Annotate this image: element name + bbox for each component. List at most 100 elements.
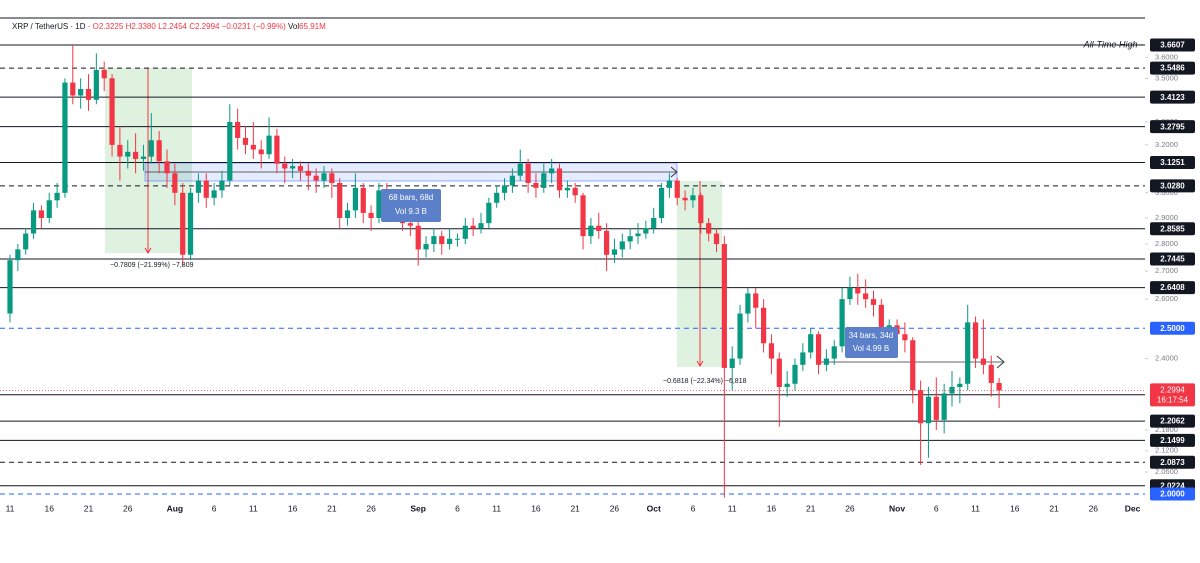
- x-tick-label: 26: [123, 503, 133, 513]
- candle-body: [415, 225, 421, 250]
- candle-body: [643, 228, 649, 234]
- candle-body: [682, 197, 688, 201]
- range-label: 68 bars, 68d: [389, 193, 433, 202]
- candle-body: [941, 393, 947, 420]
- candle-body: [674, 180, 680, 198]
- y-tick-label: 2.6000: [1155, 294, 1178, 303]
- candle-body: [509, 175, 515, 186]
- level-label: 2.0873: [1160, 458, 1185, 467]
- level-label: 3.1251: [1160, 158, 1185, 167]
- y-tick-label: 3.6000: [1155, 52, 1178, 61]
- x-tick-label: 11: [728, 503, 737, 513]
- arrow-head: [144, 247, 152, 254]
- drop-label: −0.7809 (−21.99%) −7,809: [110, 262, 194, 269]
- arrow-head: [696, 360, 704, 367]
- level-label-box: [1150, 222, 1195, 236]
- candle-body: [878, 304, 884, 329]
- candle-body: [360, 187, 366, 213]
- x-tick-label: 26: [1089, 503, 1099, 513]
- candle-body: [776, 358, 782, 387]
- candle-body: [321, 173, 327, 181]
- level-label: 2.2062: [1160, 417, 1185, 426]
- x-tick-label: Oct: [647, 503, 661, 513]
- candle-body: [423, 244, 429, 250]
- x-tick-label: 6: [691, 503, 696, 513]
- candle-body: [580, 195, 586, 237]
- x-tick-label: Nov: [889, 503, 905, 513]
- candle-body: [407, 223, 413, 226]
- y-tick-label: 2.4000: [1155, 354, 1178, 363]
- candle-body: [533, 182, 539, 188]
- header: XRP / TetherUS · 1D · O2.3225 H2.3380 L2…: [12, 22, 326, 31]
- candle-body: [957, 383, 963, 387]
- y-tick-label: 2.1800: [1155, 425, 1178, 434]
- candle-body: [133, 151, 139, 159]
- ohlc: C2.2994: [189, 22, 220, 31]
- range-label: 34 bars, 34d: [849, 331, 893, 340]
- x-tick-label: 6: [934, 503, 939, 513]
- candle-body: [925, 396, 932, 424]
- candle-body: [180, 192, 186, 255]
- candle-body: [219, 180, 225, 191]
- level-label: 2.0000: [1160, 490, 1185, 499]
- x-tick-label: 26: [845, 503, 855, 513]
- candle-body: [101, 69, 107, 79]
- candle-body: [486, 202, 492, 224]
- candle-body: [933, 396, 939, 420]
- candle-body: [706, 223, 712, 234]
- price-axis: 3.60003.50003.30003.20003.00002.90002.80…: [1145, 38, 1195, 501]
- x-tick-label: 21: [327, 503, 337, 513]
- candle-body: [564, 187, 570, 191]
- candle-body: [713, 233, 720, 245]
- level-label-box: [1150, 281, 1195, 295]
- vol-label: Vol: [288, 22, 299, 31]
- candle-body: [611, 249, 618, 255]
- candle-body: [761, 307, 767, 344]
- candle-body: [93, 69, 99, 100]
- candle-body: [902, 334, 908, 341]
- level-label-box: [1150, 179, 1195, 193]
- level-label: 3.2795: [1160, 122, 1185, 131]
- candle-body: [30, 210, 37, 234]
- x-tick-label: 6: [212, 503, 217, 513]
- candle-body: [972, 322, 979, 359]
- ohlc: H2.3380: [126, 22, 157, 31]
- ath-label: All-Time High -: [1083, 39, 1143, 49]
- candle-body: [556, 168, 563, 191]
- candle-body: [478, 223, 484, 229]
- candle-body: [70, 82, 76, 96]
- level-label-box: [1150, 414, 1195, 428]
- x-tick-label: 16: [288, 503, 298, 513]
- level-label: 2.7445: [1160, 255, 1185, 264]
- candle-body: [988, 364, 994, 383]
- candle-body: [470, 225, 476, 229]
- candle-body: [737, 313, 743, 359]
- candle-body: [541, 173, 547, 188]
- candle-body: [156, 140, 162, 162]
- candle-body: [784, 383, 790, 387]
- candle-body: [572, 187, 578, 196]
- x-tick-label: 16: [767, 503, 777, 513]
- price-label-box: [1150, 383, 1195, 407]
- candle-body: [800, 352, 806, 365]
- candle-body: [266, 135, 272, 155]
- candle-body: [313, 175, 319, 181]
- candle-body: [965, 322, 971, 384]
- candle-body: [815, 334, 822, 365]
- candle-body: [980, 358, 986, 365]
- candle-body: [172, 173, 178, 193]
- level-label: 2.6408: [1160, 283, 1185, 292]
- x-tick-label: 21: [84, 503, 94, 513]
- candle-body: [690, 195, 696, 201]
- level-label: 3.0280: [1160, 182, 1185, 191]
- candle-body: [282, 163, 288, 169]
- level-label: 3.4123: [1160, 93, 1185, 102]
- x-tick-label: 11: [6, 503, 15, 513]
- countdown: 16:17:54: [1157, 396, 1189, 405]
- candle-body: [203, 180, 209, 198]
- candle-body: [305, 170, 311, 176]
- candle-body: [164, 161, 170, 174]
- candle-body: [439, 236, 445, 245]
- candle-body: [721, 244, 727, 368]
